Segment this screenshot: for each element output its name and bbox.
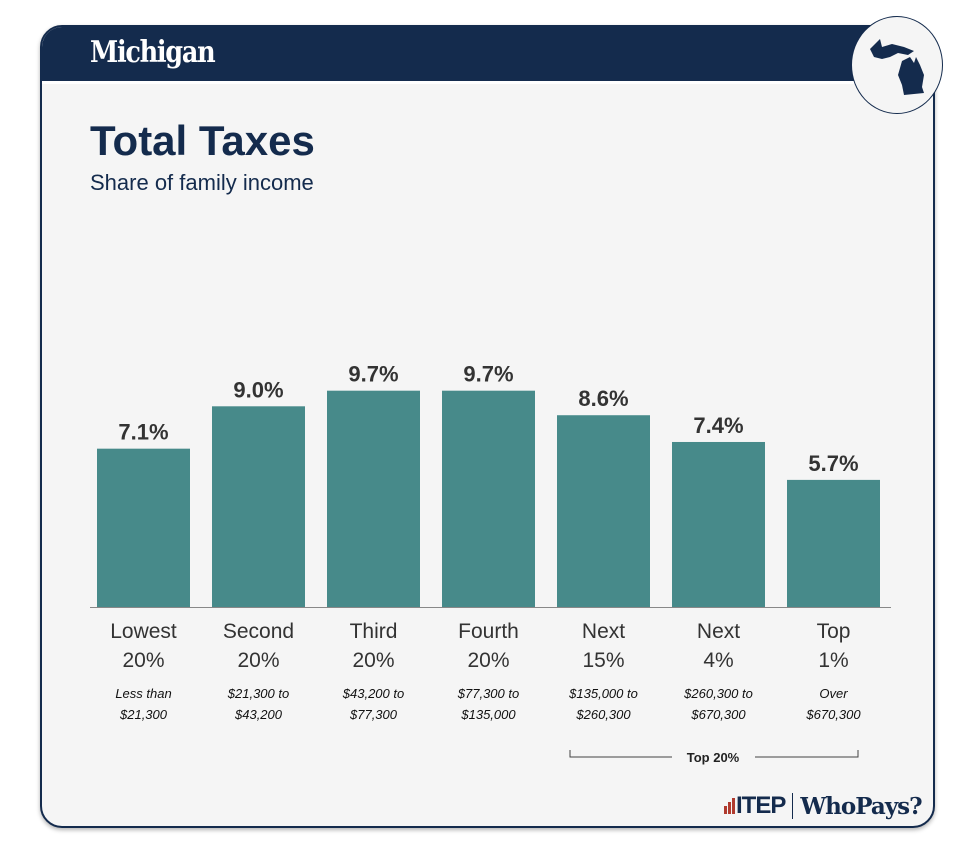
- income-range: $43,200 to: [342, 686, 404, 701]
- category-label: Lowest: [110, 620, 177, 643]
- state-name: Michigan: [90, 35, 216, 70]
- income-range: $77,300 to: [457, 686, 519, 701]
- category-label: Second: [223, 620, 294, 643]
- top20-label: Top 20%: [687, 750, 740, 765]
- logo-divider: [792, 793, 794, 819]
- category-label: 20%: [352, 649, 394, 672]
- income-range: $43,200: [234, 707, 283, 722]
- chart-card: Michigan: [40, 25, 935, 828]
- category-label: 20%: [122, 649, 164, 672]
- income-range: $260,300 to: [683, 686, 753, 701]
- itep-logo: ITEP: [736, 792, 786, 819]
- category-label: Third: [350, 620, 398, 643]
- data-label: 9.0%: [233, 377, 283, 402]
- bar: [557, 415, 650, 607]
- income-range: $260,300: [575, 707, 631, 722]
- bar: [212, 406, 305, 607]
- category-label: 20%: [467, 649, 509, 672]
- category-label: 20%: [237, 649, 279, 672]
- income-range: $135,000 to: [568, 686, 638, 701]
- footer-logo: ITEP WhoPays?: [724, 790, 923, 822]
- michigan-map-icon: [851, 16, 943, 114]
- category-label: 15%: [582, 649, 624, 672]
- bar: [442, 390, 535, 607]
- income-range: Over: [819, 686, 848, 701]
- category-label: 1%: [818, 649, 848, 672]
- income-range: Less than: [115, 686, 171, 701]
- data-label: 9.7%: [348, 362, 398, 387]
- income-range: $21,300: [119, 707, 168, 722]
- income-range: $77,300: [349, 707, 398, 722]
- category-label: Next: [582, 620, 625, 643]
- chart-title: Total Taxes: [90, 117, 315, 164]
- whopays-logo: WhoPays?: [800, 792, 922, 820]
- category-label: Top: [817, 620, 851, 643]
- data-label: 7.4%: [693, 413, 743, 438]
- income-range: $670,300: [805, 707, 861, 722]
- data-label: 8.6%: [578, 386, 628, 411]
- top20-bracket: [569, 750, 859, 758]
- bar: [672, 441, 765, 607]
- data-label: 9.7%: [463, 362, 513, 387]
- bar: [787, 479, 880, 607]
- income-range: $670,300: [690, 707, 746, 722]
- income-range: $135,000: [460, 707, 516, 722]
- data-label: 7.1%: [118, 420, 168, 445]
- itep-bars-icon: [724, 798, 735, 814]
- chart-subtitle: Share of family income: [90, 170, 314, 195]
- category-label: 4%: [703, 649, 733, 672]
- income-range: $21,300 to: [227, 686, 289, 701]
- bar: [97, 448, 190, 607]
- data-label: 5.7%: [808, 451, 858, 476]
- header-bar: Michigan: [42, 27, 933, 84]
- category-label: Next: [697, 620, 740, 643]
- bar: [327, 390, 420, 607]
- category-label: Fourth: [458, 620, 519, 643]
